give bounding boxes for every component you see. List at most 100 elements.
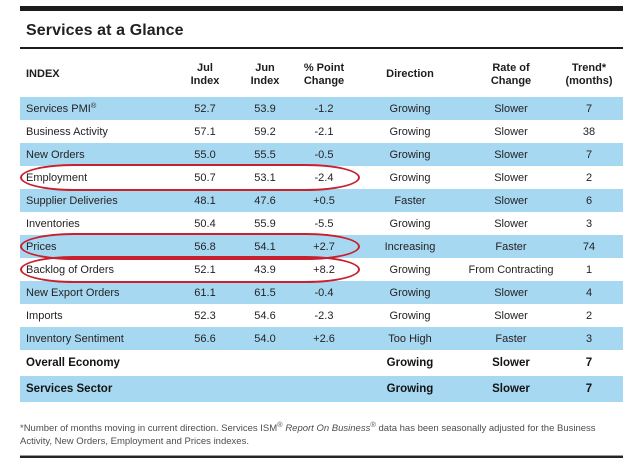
cell-rate: Slower (492, 383, 530, 395)
cell-jun: 53.1 (254, 171, 276, 184)
title-rule (20, 47, 623, 49)
cell-index: Prices (20, 233, 360, 260)
cell-jul: 52.7 (194, 102, 216, 115)
index-label: New Export Orders (26, 286, 120, 299)
cell-rate: Slower (492, 357, 530, 369)
cell-change: -1.2 (314, 102, 334, 115)
column-header-index: INDEX (26, 68, 60, 81)
cell-change: -2.4 (314, 171, 334, 184)
cell-index: Imports (20, 304, 175, 327)
cell-trend: 2 (585, 309, 593, 322)
cell-index: Backlog of Orders (20, 256, 360, 283)
cell-direction: Growing (389, 263, 431, 276)
footnote-report-on-business: Report On Business (285, 423, 371, 434)
cell-rate: Slower (494, 286, 528, 299)
cell-trend: 7 (585, 357, 593, 369)
cell-change: +2.7 (313, 240, 335, 253)
cell-direction: Growing (386, 383, 434, 395)
table-row-employment: Employment 50.7 53.1 -2.4 Growing Slower 2 (20, 164, 623, 191)
index-label: Business Activity (26, 125, 108, 138)
index-label: Overall Economy (26, 357, 120, 369)
cell-trend: 6 (585, 194, 593, 207)
cell-direction: Growing (389, 125, 431, 138)
index-label: Prices (26, 240, 57, 253)
cell-change: -2.1 (314, 125, 334, 138)
cell-jul: 50.7 (194, 171, 216, 184)
cell-jun: 59.2 (254, 125, 276, 138)
cell-jun (235, 376, 295, 402)
cell-direction: Growing (389, 309, 431, 322)
cell-trend: 3 (585, 217, 593, 230)
cell-direction: Too High (388, 332, 432, 345)
index-label: Inventory Sentiment (26, 332, 124, 345)
table-row-prices: Prices 56.8 54.1 +2.7 Increasing Faster 74 (20, 233, 623, 260)
summary-row-overall-economy: Overall Economy Growing Slower 7 (20, 350, 623, 376)
cell-index: New Export Orders (20, 281, 175, 304)
cell-jul: 61.1 (194, 286, 216, 299)
cell-change: +2.6 (313, 332, 335, 345)
top-rule (20, 6, 623, 11)
cell-rate: Slower (494, 217, 528, 230)
cell-trend: 1 (585, 263, 593, 276)
index-label: Supplier Deliveries (26, 194, 118, 207)
cell-index: Services PMI® (20, 97, 175, 120)
cell-jul: 48.1 (194, 194, 216, 207)
cell-direction: Faster (394, 194, 426, 207)
cell-rate: Faster (495, 332, 527, 345)
index-label: Employment (26, 171, 88, 184)
cell-index: Services Sector (20, 376, 175, 402)
registered-mark: ® (370, 420, 376, 429)
cell-jun: 54.0 (254, 332, 276, 345)
footnote-lead: *Number of months moving in current dire… (20, 423, 278, 434)
column-header-change: % Point Change (303, 62, 345, 87)
footnote: *Number of months moving in current dire… (20, 420, 617, 448)
cell-rate: Slower (494, 194, 528, 207)
table-row-business-activity: Business Activity 57.1 59.2 -2.1 Growing Slow… (20, 120, 623, 143)
services-at-a-glance-table: INDEX Jul Index Jun Index % Point Change Direct… (20, 49, 623, 402)
cell-jun: 61.5 (254, 286, 276, 299)
cell-change: -2.3 (314, 309, 334, 322)
cell-direction: Growing (389, 148, 431, 161)
cell-trend: 38 (582, 125, 596, 138)
index-label: New Orders (26, 148, 85, 161)
cell-jun: 54.1 (254, 240, 276, 253)
cell-jun: 55.5 (254, 148, 276, 161)
cell-change: +8.2 (313, 263, 335, 276)
cell-change: -0.4 (314, 286, 334, 299)
cell-index: Employment (20, 164, 360, 191)
cell-jun: 47.6 (254, 194, 276, 207)
cell-direction: Growing (389, 286, 431, 299)
cell-index: Supplier Deliveries (20, 189, 175, 212)
table-row-new-export-orders: New Export Orders 61.1 61.5 -0.4 Growing Slow… (20, 281, 623, 304)
column-header-trend: Trend* (months) (565, 62, 613, 87)
cell-rate: Slower (494, 148, 528, 161)
cell-jun: 54.6 (254, 309, 276, 322)
cell-jul: 52.3 (194, 309, 216, 322)
cell-jul: 55.0 (194, 148, 216, 161)
cell-jul (175, 350, 235, 376)
cell-jun (235, 350, 295, 376)
registered-mark: ® (277, 420, 283, 429)
cell-rate: Faster (495, 240, 527, 253)
cell-jul: 52.1 (194, 263, 216, 276)
cell-jul: 50.4 (194, 217, 216, 230)
cell-index: New Orders (20, 143, 175, 166)
column-header-rate: Rate of Change (490, 62, 532, 87)
cell-jul: 56.8 (194, 240, 216, 253)
cell-rate: From Contracting (468, 263, 554, 276)
cell-index: Inventory Sentiment (20, 327, 175, 350)
cell-direction: Growing (389, 102, 431, 115)
cell-rate: Slower (494, 125, 528, 138)
index-label: Imports (26, 309, 63, 322)
bottom-rule (20, 455, 623, 458)
cell-trend: 74 (582, 240, 596, 253)
table-row-services-pmi: Services PMI® 52.7 53.9 -1.2 Growing Slower 7 (20, 97, 623, 120)
cell-rate: Slower (494, 171, 528, 184)
footnote-tail: data has been seasonally adjusted for th… (20, 423, 596, 447)
cell-jun: 43.9 (254, 263, 276, 276)
table-row-imports: Imports 52.3 54.6 -2.3 Growing Slower 2 (20, 304, 623, 327)
cell-jul: 57.1 (194, 125, 216, 138)
cell-trend: 7 (585, 148, 593, 161)
table-row-backlog-of-orders: Backlog of Orders 52.1 43.9 +8.2 Growing From… (20, 256, 623, 283)
